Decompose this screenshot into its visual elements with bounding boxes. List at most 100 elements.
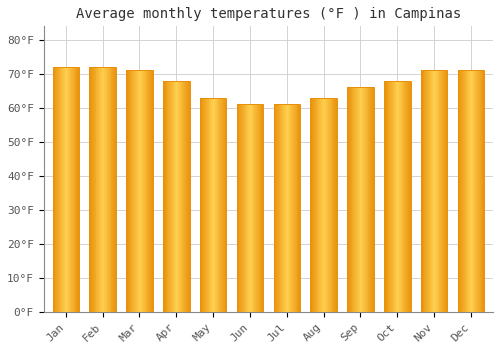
Bar — [470, 70, 471, 312]
Bar — [112, 67, 113, 312]
Bar — [171, 81, 172, 312]
Bar — [126, 70, 127, 312]
Bar — [176, 81, 177, 312]
Bar — [172, 81, 174, 312]
Bar — [241, 105, 242, 312]
Bar — [205, 98, 206, 312]
Bar — [129, 70, 130, 312]
Bar — [386, 81, 388, 312]
Bar — [324, 98, 326, 312]
Bar — [166, 81, 168, 312]
Bar — [469, 70, 470, 312]
Bar — [444, 70, 446, 312]
Bar — [402, 81, 404, 312]
Bar — [169, 81, 170, 312]
Bar — [332, 98, 334, 312]
Bar — [144, 70, 146, 312]
Bar — [393, 81, 394, 312]
Bar — [328, 98, 329, 312]
Bar — [257, 105, 258, 312]
Bar — [91, 67, 92, 312]
Bar — [360, 88, 362, 312]
Bar — [254, 105, 256, 312]
Bar — [144, 70, 145, 312]
Bar — [90, 67, 116, 312]
Bar — [73, 67, 74, 312]
Bar — [435, 70, 436, 312]
Bar — [238, 105, 240, 312]
Bar — [218, 98, 220, 312]
Bar — [432, 70, 434, 312]
Bar — [250, 105, 251, 312]
Bar — [458, 70, 484, 312]
Bar — [466, 70, 468, 312]
Bar — [471, 70, 472, 312]
Bar — [357, 88, 358, 312]
Bar — [255, 105, 256, 312]
Bar — [347, 88, 348, 312]
Bar — [94, 67, 96, 312]
Bar — [421, 70, 422, 312]
Bar — [358, 88, 360, 312]
Bar — [407, 81, 408, 312]
Bar — [421, 70, 448, 312]
Bar — [62, 67, 63, 312]
Bar — [424, 70, 426, 312]
Bar — [240, 105, 241, 312]
Bar — [182, 81, 184, 312]
Bar — [474, 70, 476, 312]
Bar — [388, 81, 390, 312]
Bar — [404, 81, 406, 312]
Bar — [334, 98, 335, 312]
Bar — [178, 81, 179, 312]
Bar — [480, 70, 482, 312]
Bar — [276, 105, 277, 312]
Bar — [320, 98, 321, 312]
Bar — [127, 70, 128, 312]
Bar — [318, 98, 319, 312]
Bar — [278, 105, 279, 312]
Bar — [409, 81, 410, 312]
Bar — [391, 81, 392, 312]
Bar — [200, 98, 201, 312]
Bar — [464, 70, 465, 312]
Bar — [436, 70, 437, 312]
Bar — [170, 81, 171, 312]
Bar — [172, 81, 173, 312]
Bar — [64, 67, 65, 312]
Bar — [390, 81, 391, 312]
Bar — [63, 67, 64, 312]
Bar — [294, 105, 296, 312]
Bar — [66, 67, 68, 312]
Bar — [78, 67, 79, 312]
Bar — [212, 98, 213, 312]
Bar — [146, 70, 148, 312]
Bar — [128, 70, 129, 312]
Bar — [438, 70, 440, 312]
Bar — [482, 70, 484, 312]
Bar — [52, 67, 54, 312]
Bar — [282, 105, 284, 312]
Bar — [283, 105, 284, 312]
Bar — [322, 98, 323, 312]
Bar — [348, 88, 349, 312]
Bar — [259, 105, 260, 312]
Bar — [314, 98, 315, 312]
Bar — [368, 88, 370, 312]
Bar — [206, 98, 207, 312]
Bar — [140, 70, 141, 312]
Bar — [55, 67, 56, 312]
Bar — [106, 67, 107, 312]
Bar — [472, 70, 474, 312]
Bar — [428, 70, 429, 312]
Bar — [384, 81, 385, 312]
Bar — [185, 81, 186, 312]
Bar — [312, 98, 313, 312]
Bar — [214, 98, 215, 312]
Bar — [422, 70, 424, 312]
Bar — [90, 67, 91, 312]
Bar — [336, 98, 337, 312]
Bar — [135, 70, 136, 312]
Bar — [290, 105, 291, 312]
Bar — [76, 67, 78, 312]
